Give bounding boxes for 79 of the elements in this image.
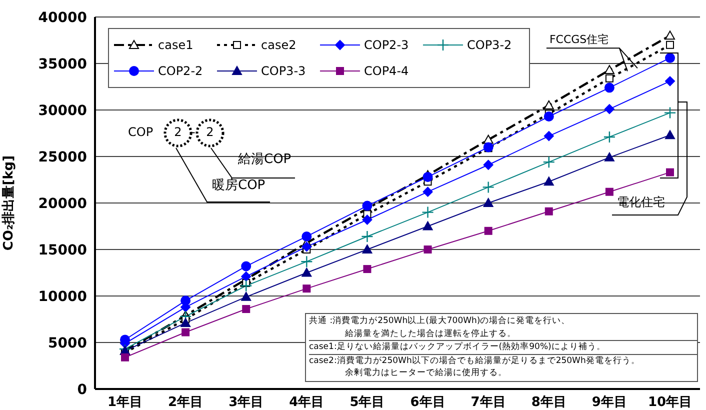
y-tick-label: 25000 [38,149,88,166]
point [302,231,312,242]
point [240,280,252,292]
annotation: 2 [173,125,183,139]
point [300,255,313,268]
annotation: 余剰電力はヒーターで給湯に使用する。 [344,367,508,380]
x-tick-label: 9年目 [592,395,627,410]
legend-label: COP4-4 [364,64,409,78]
point [544,207,553,216]
x-tick-label: 1年目 [107,395,143,410]
point [241,261,252,272]
legend-label: case2 [261,38,296,52]
point [362,244,372,254]
annotation: 給湯量を満たした場合は運転を停止する。 [344,328,517,340]
y-tick-label: 30000 [38,102,88,119]
point [302,284,311,293]
annotation: 暖房COP [212,177,266,194]
point [180,318,191,327]
y-tick-label: 20000 [38,196,88,212]
point [121,353,129,362]
point [422,221,433,230]
point [542,156,555,168]
point [484,226,492,235]
point [544,176,554,186]
point [544,100,554,110]
point [182,328,190,336]
point [666,40,674,49]
point [363,265,372,274]
point [242,305,250,314]
point [604,152,614,162]
point [302,242,312,252]
point [422,206,434,218]
annotation: case1:足りない給湯量はバックアップボイラー(熱効率90%)により補う。 [309,340,697,354]
legend-label: COP3-3 [261,64,306,78]
x-tick-label: 8年目 [531,395,566,410]
point [362,214,372,225]
point [241,271,252,282]
legend-label: COP2-3 [364,38,409,52]
x-tick-label: 5年目 [350,395,385,410]
point [362,200,372,211]
y-tick-label: 40000 [38,10,88,26]
point [422,186,433,197]
legend-label: COP3-2 [467,38,512,52]
point [424,246,432,254]
y-tick-label: 10000 [38,288,88,305]
x-tick-label: 2年目 [168,395,204,410]
point [483,198,494,207]
y-tick-label: 35000 [38,56,88,72]
y-tick-label: 15000 [38,242,88,258]
y-axis-title: CO₂排出量[kg] [2,155,17,251]
annotation: FCCGS住宅 [549,32,609,48]
annotation: COP [128,125,154,139]
point [241,292,252,301]
legend-label: case1 [158,38,194,52]
point [605,188,614,196]
x-tick-label: 4年目 [289,395,324,410]
point [544,131,554,142]
x-tick-label: 6年目 [410,395,446,410]
point [120,334,130,345]
annotation: 2 [205,125,215,139]
point [180,296,191,306]
point [422,172,433,182]
y-tick-label: 0 [77,382,88,398]
point [483,160,494,170]
x-tick-label: 7年目 [470,395,506,410]
annotation: 共通 :消費電力が250Wh以上(最大700Wh)の場合に発電を行い、 [309,315,572,328]
y-tick-label: 5000 [48,335,88,352]
x-tick-label: 3年目 [228,395,264,410]
annotation: case2:消費電力が250Wh以下の場合でも給湯量が足りるまで250Wh発電を行う。 [309,354,697,367]
point [544,112,554,122]
point [302,268,312,277]
point [665,30,675,40]
point [605,74,614,82]
point [482,181,494,194]
point [361,230,374,243]
point [604,104,614,114]
legend-label: COP2-2 [158,64,203,78]
x-tick-label: 10年目 [648,395,692,410]
point [604,82,614,93]
